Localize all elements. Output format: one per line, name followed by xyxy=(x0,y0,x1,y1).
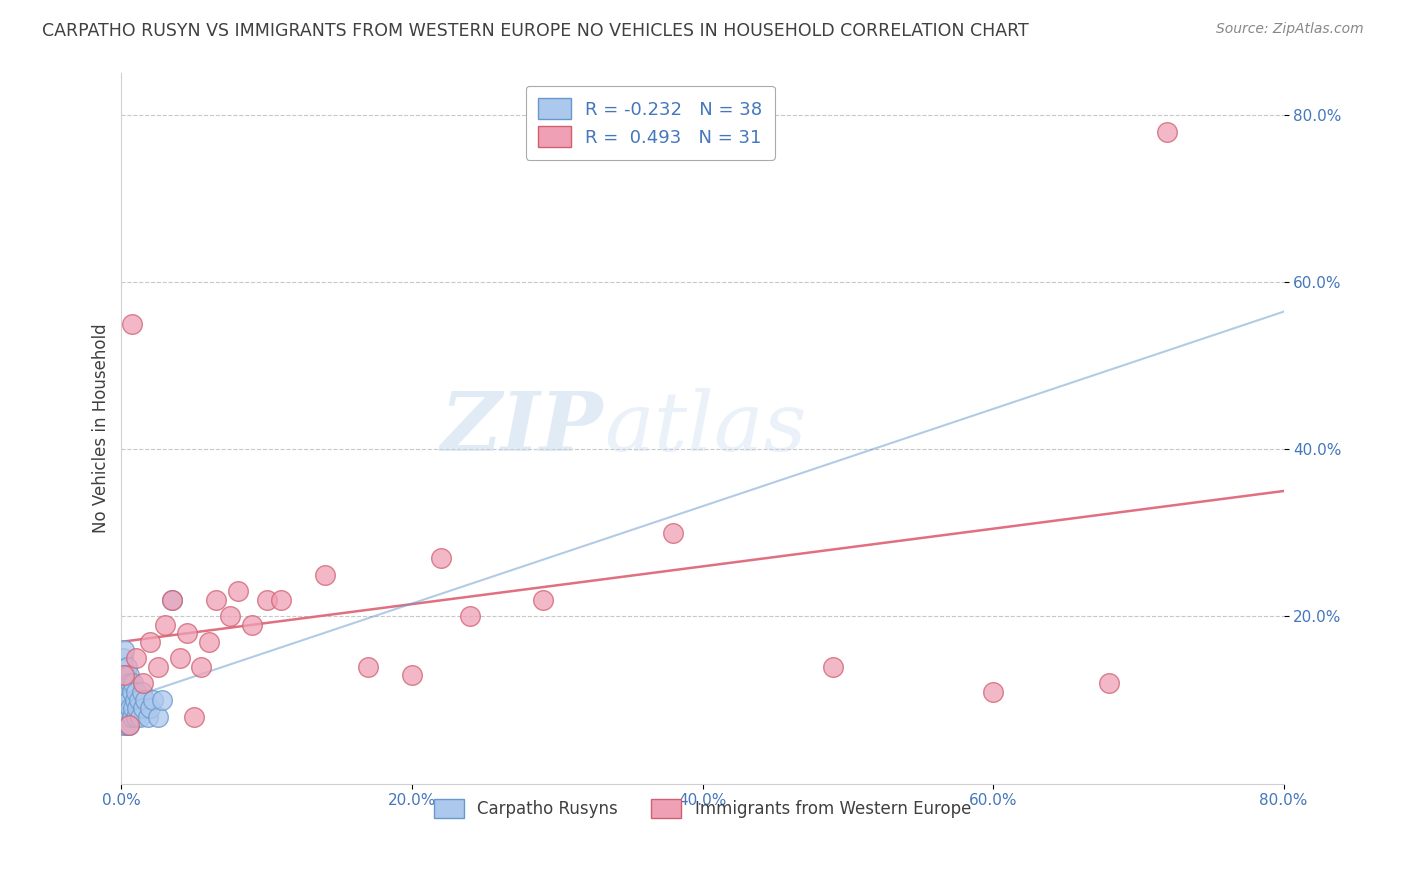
Point xyxy=(430,551,453,566)
Point xyxy=(118,718,141,732)
Point xyxy=(823,659,845,673)
Point xyxy=(205,592,228,607)
Point xyxy=(132,701,155,715)
Point xyxy=(190,659,212,673)
Point xyxy=(121,710,143,724)
Point xyxy=(270,592,292,607)
Point xyxy=(136,710,159,724)
Point xyxy=(146,710,169,724)
Point xyxy=(112,668,135,682)
Point xyxy=(120,676,142,690)
Point xyxy=(125,685,148,699)
Point xyxy=(127,701,149,715)
Point xyxy=(146,659,169,673)
Point xyxy=(121,317,143,331)
Text: ZIP: ZIP xyxy=(441,388,603,468)
Y-axis label: No Vehicles in Household: No Vehicles in Household xyxy=(93,324,110,533)
Text: atlas: atlas xyxy=(603,388,806,468)
Point xyxy=(662,525,685,540)
Point xyxy=(114,693,136,707)
Point xyxy=(118,718,141,732)
Point xyxy=(122,676,145,690)
Point xyxy=(153,618,176,632)
Point xyxy=(256,592,278,607)
Point xyxy=(118,693,141,707)
Point xyxy=(219,609,242,624)
Point xyxy=(981,685,1004,699)
Point xyxy=(118,668,141,682)
Point xyxy=(125,651,148,665)
Point xyxy=(531,592,554,607)
Point xyxy=(132,676,155,690)
Point xyxy=(111,651,134,665)
Point xyxy=(114,718,136,732)
Point xyxy=(112,643,135,657)
Point xyxy=(120,701,142,715)
Point xyxy=(128,693,150,707)
Point xyxy=(131,685,153,699)
Legend: Carpatho Rusyns, Immigrants from Western Europe: Carpatho Rusyns, Immigrants from Western… xyxy=(427,793,977,825)
Point xyxy=(401,668,423,682)
Point xyxy=(125,710,148,724)
Point xyxy=(117,659,139,673)
Point xyxy=(169,651,191,665)
Point xyxy=(112,668,135,682)
Point xyxy=(124,693,146,707)
Point xyxy=(122,701,145,715)
Point xyxy=(117,685,139,699)
Point xyxy=(111,676,134,690)
Point xyxy=(176,626,198,640)
Point xyxy=(1156,124,1178,138)
Point xyxy=(226,584,249,599)
Point xyxy=(117,710,139,724)
Point xyxy=(357,659,380,673)
Point xyxy=(142,693,165,707)
Point xyxy=(114,668,136,682)
Point xyxy=(112,710,135,724)
Point xyxy=(240,618,263,632)
Point xyxy=(111,718,134,732)
Text: Source: ZipAtlas.com: Source: ZipAtlas.com xyxy=(1216,22,1364,37)
Point xyxy=(139,701,162,715)
Point xyxy=(183,710,205,724)
Text: CARPATHO RUSYN VS IMMIGRANTS FROM WESTERN EUROPE NO VEHICLES IN HOUSEHOLD CORREL: CARPATHO RUSYN VS IMMIGRANTS FROM WESTER… xyxy=(42,22,1029,40)
Point xyxy=(314,567,336,582)
Point xyxy=(162,592,184,607)
Point xyxy=(121,685,143,699)
Point xyxy=(162,592,184,607)
Point xyxy=(112,693,135,707)
Point xyxy=(197,634,219,648)
Point xyxy=(134,693,156,707)
Point xyxy=(111,701,134,715)
Point xyxy=(1098,676,1121,690)
Point xyxy=(139,634,162,648)
Point xyxy=(129,710,152,724)
Point xyxy=(150,693,173,707)
Point xyxy=(458,609,481,624)
